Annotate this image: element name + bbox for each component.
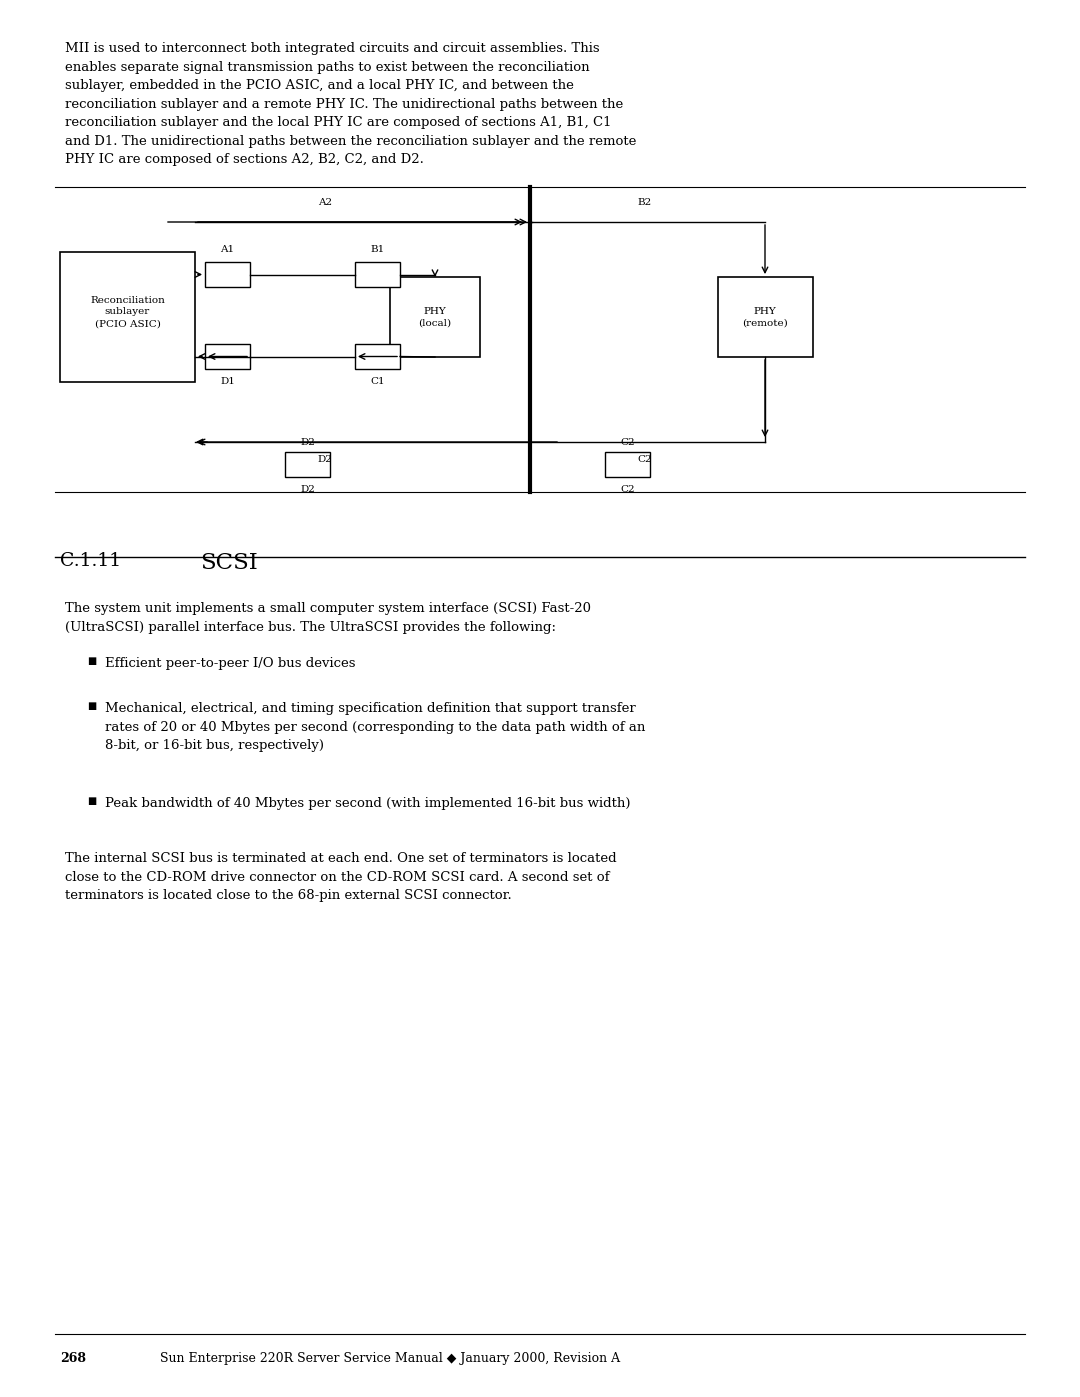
Text: 268: 268 — [60, 1352, 86, 1365]
Text: Mechanical, electrical, and timing specification definition that support transfe: Mechanical, electrical, and timing speci… — [105, 703, 646, 752]
Text: C2: C2 — [620, 485, 635, 495]
Text: Sun Enterprise 220R Server Service Manual ◆ January 2000, Revision A: Sun Enterprise 220R Server Service Manua… — [160, 1352, 620, 1365]
Text: C1: C1 — [370, 377, 384, 386]
Bar — [605, 453, 650, 476]
Text: C.1.11: C.1.11 — [60, 552, 121, 570]
Bar — [717, 277, 812, 358]
Text: D2: D2 — [300, 439, 315, 447]
Bar — [285, 453, 330, 476]
Text: ■: ■ — [87, 657, 96, 666]
Bar — [205, 263, 249, 286]
Text: C2: C2 — [620, 439, 635, 447]
Text: SCSI: SCSI — [200, 552, 258, 574]
Text: D2: D2 — [318, 455, 333, 464]
Text: B1: B1 — [370, 244, 384, 254]
Text: PHY
(local): PHY (local) — [418, 306, 451, 327]
Bar — [60, 251, 195, 381]
Bar — [205, 344, 249, 369]
Text: PHY
(remote): PHY (remote) — [742, 306, 788, 327]
Text: Efficient peer-to-peer I/O bus devices: Efficient peer-to-peer I/O bus devices — [105, 657, 355, 671]
Text: D2: D2 — [300, 485, 315, 495]
Text: C2: C2 — [637, 455, 652, 464]
Text: The system unit implements a small computer system interface (SCSI) Fast-20
(Ult: The system unit implements a small compu… — [65, 602, 591, 633]
Text: ■: ■ — [87, 798, 96, 806]
Bar — [355, 344, 400, 369]
Bar — [390, 277, 480, 358]
Text: A1: A1 — [220, 244, 234, 254]
Text: A2: A2 — [318, 198, 332, 207]
Text: Reconciliation
sublayer
(PCIO ASIC): Reconciliation sublayer (PCIO ASIC) — [90, 296, 165, 328]
Text: D1: D1 — [220, 377, 235, 386]
Text: The internal SCSI bus is terminated at each end. One set of terminators is locat: The internal SCSI bus is terminated at e… — [65, 852, 617, 902]
Text: MII is used to interconnect both integrated circuits and circuit assemblies. Thi: MII is used to interconnect both integra… — [65, 42, 636, 166]
Bar — [355, 263, 400, 286]
Text: Peak bandwidth of 40 Mbytes per second (with implemented 16-bit bus width): Peak bandwidth of 40 Mbytes per second (… — [105, 798, 631, 810]
Text: ■: ■ — [87, 703, 96, 711]
Text: B2: B2 — [638, 198, 652, 207]
